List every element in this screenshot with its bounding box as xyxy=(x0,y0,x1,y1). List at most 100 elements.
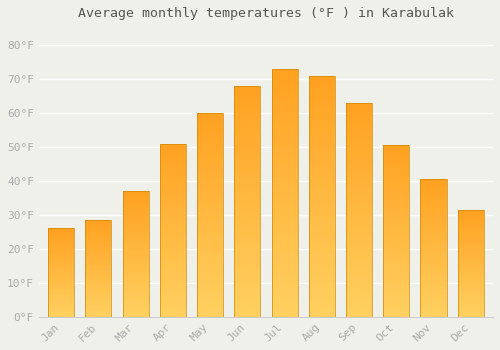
Bar xyxy=(420,204,446,207)
Bar xyxy=(234,174,260,178)
Bar xyxy=(160,216,186,220)
Bar xyxy=(458,313,483,315)
Bar xyxy=(458,310,483,313)
Bar xyxy=(420,278,446,281)
Bar xyxy=(160,310,186,313)
Bar xyxy=(234,298,260,303)
Bar xyxy=(48,257,74,259)
Bar xyxy=(420,300,446,303)
Bar xyxy=(122,279,148,282)
Bar xyxy=(234,224,260,229)
Bar xyxy=(272,173,297,178)
Bar xyxy=(346,244,372,248)
Bar xyxy=(458,240,483,242)
Bar xyxy=(458,298,483,300)
Bar xyxy=(272,252,297,257)
Bar xyxy=(48,250,74,251)
Bar xyxy=(122,299,148,302)
Bar xyxy=(420,237,446,240)
Bar xyxy=(122,199,148,201)
Bar xyxy=(420,259,446,262)
Bar xyxy=(48,294,74,296)
Bar xyxy=(272,118,297,124)
Bar xyxy=(160,185,186,189)
Bar xyxy=(346,124,372,128)
Bar xyxy=(234,211,260,215)
Bar xyxy=(272,69,297,74)
Bar xyxy=(383,162,409,166)
Bar xyxy=(272,188,297,193)
Bar xyxy=(122,204,148,206)
Bar xyxy=(346,295,372,300)
Bar xyxy=(420,253,446,256)
Bar xyxy=(160,147,186,150)
Bar xyxy=(383,238,409,241)
Bar xyxy=(346,253,372,257)
Bar xyxy=(48,232,74,234)
Bar xyxy=(234,136,260,141)
Bar xyxy=(308,298,335,302)
Bar xyxy=(86,224,112,226)
Bar xyxy=(272,257,297,262)
Bar xyxy=(86,299,112,301)
Bar xyxy=(383,200,409,204)
Bar xyxy=(458,255,483,257)
Bar xyxy=(86,313,112,315)
Bar xyxy=(234,261,260,266)
Bar xyxy=(234,271,260,275)
Bar xyxy=(86,222,112,224)
Bar xyxy=(420,309,446,311)
Bar xyxy=(197,280,223,284)
Bar xyxy=(346,265,372,270)
Bar xyxy=(458,282,483,285)
Bar xyxy=(48,243,74,244)
Bar xyxy=(197,219,223,223)
Bar xyxy=(160,303,186,306)
Bar xyxy=(308,153,335,158)
Bar xyxy=(458,210,483,212)
Bar xyxy=(160,265,186,268)
Bar xyxy=(346,137,372,141)
Bar xyxy=(122,282,148,284)
Bar xyxy=(160,223,186,227)
Bar xyxy=(420,240,446,243)
Bar xyxy=(346,180,372,184)
Bar xyxy=(48,276,74,278)
Bar xyxy=(122,191,148,194)
Bar xyxy=(272,287,297,292)
Bar xyxy=(346,278,372,282)
Bar xyxy=(197,235,223,239)
Bar xyxy=(308,187,335,191)
Bar xyxy=(197,203,223,207)
Bar xyxy=(197,170,223,174)
Bar xyxy=(420,311,446,314)
Bar xyxy=(272,93,297,99)
Bar xyxy=(420,281,446,284)
Bar xyxy=(272,113,297,118)
Bar xyxy=(346,248,372,253)
Bar xyxy=(160,227,186,230)
Bar xyxy=(383,293,409,296)
Bar xyxy=(86,243,112,245)
Bar xyxy=(420,256,446,259)
Bar xyxy=(122,194,148,196)
Bar xyxy=(160,213,186,216)
Bar xyxy=(272,153,297,158)
Bar xyxy=(160,234,186,237)
Bar xyxy=(160,150,186,154)
Bar xyxy=(308,191,335,196)
Bar xyxy=(383,296,409,300)
Bar xyxy=(346,313,372,317)
Bar xyxy=(420,218,446,220)
Bar xyxy=(197,133,223,138)
Bar xyxy=(234,201,260,206)
Bar xyxy=(234,229,260,234)
Bar xyxy=(86,237,112,239)
Bar xyxy=(48,280,74,281)
Bar xyxy=(346,146,372,150)
Bar xyxy=(346,282,372,287)
Bar xyxy=(272,223,297,228)
Bar xyxy=(160,296,186,300)
Bar xyxy=(48,241,74,243)
Bar xyxy=(160,306,186,310)
